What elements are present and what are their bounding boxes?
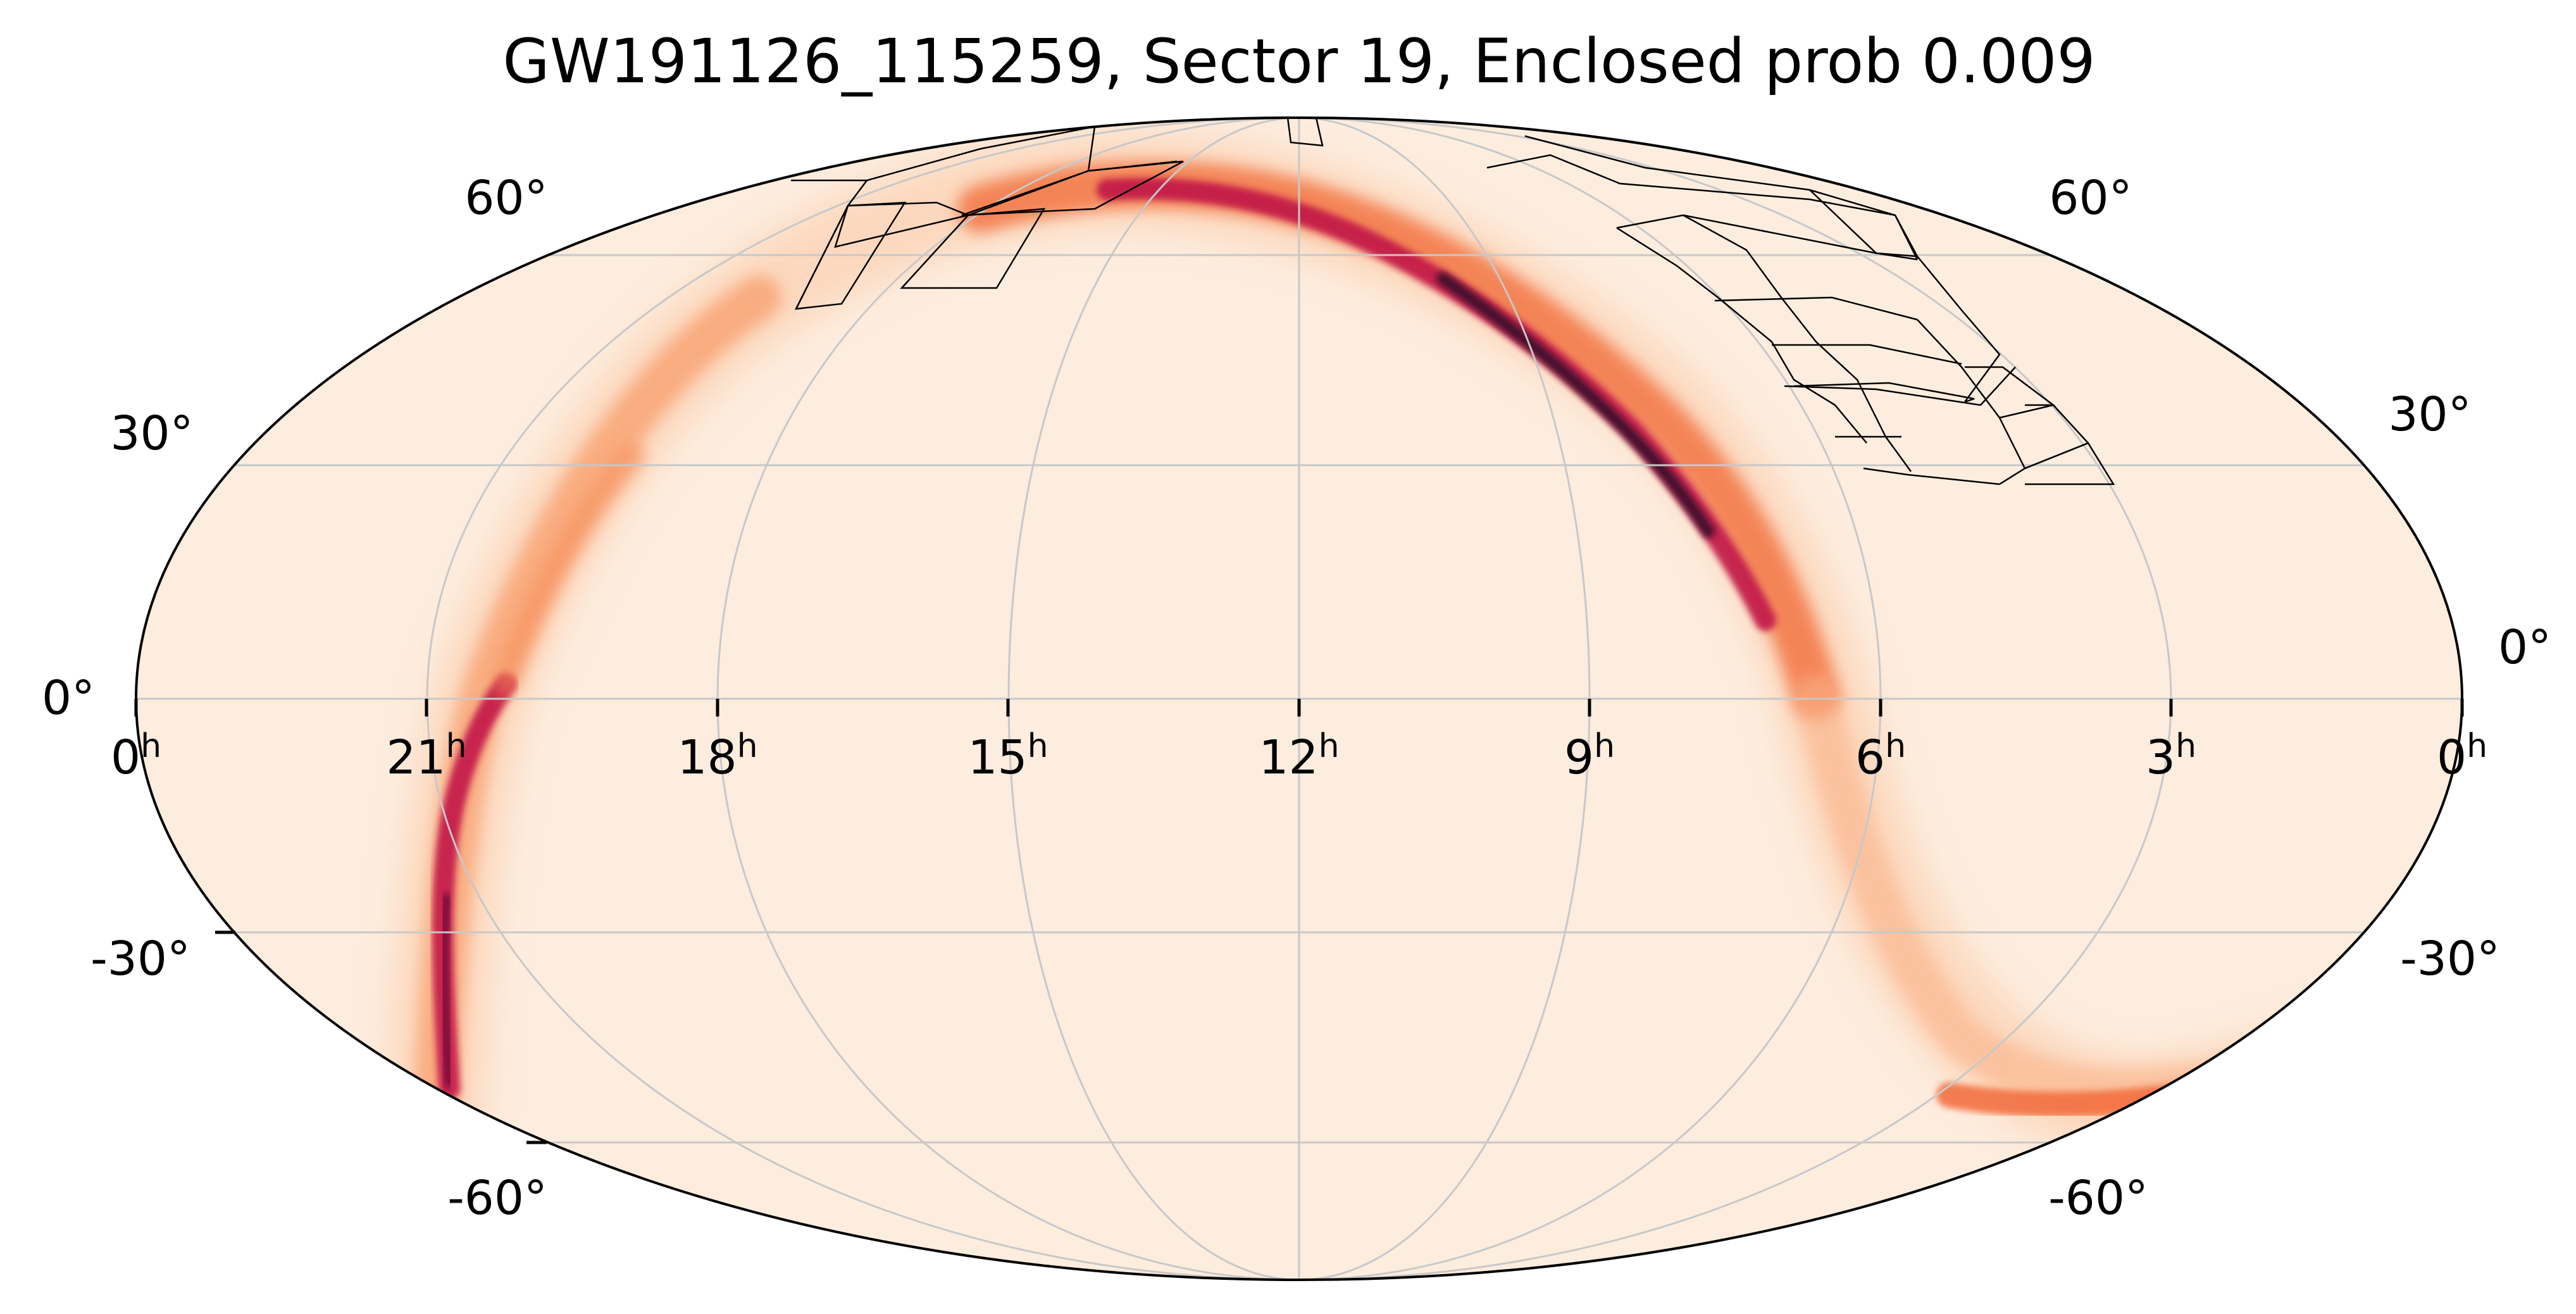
ra-tick-label-0h-right: 0h	[2437, 727, 2487, 785]
ccd-footprint	[834, 201, 971, 248]
ccd-footprint	[866, 125, 1096, 182]
ccd-footprint	[791, 179, 869, 310]
ccd-footprint	[1863, 467, 2000, 485]
ra-tick-labels: 0h 21h 18h 15h 12h 9h 6h 3h 0h	[111, 727, 2487, 785]
ra-tick-label-21h: 21h	[386, 727, 466, 785]
ccd-footprint	[1616, 227, 1867, 444]
dec-tick-label-60-left: 60°	[464, 171, 547, 225]
ra-tick-label-18h: 18h	[677, 727, 757, 785]
ccd-footprint	[1917, 256, 2001, 403]
ccd-footprint	[2024, 442, 2115, 485]
tess-footprints	[791, 117, 2115, 485]
ccd-footprint	[900, 208, 1046, 289]
ccd-footprint	[1965, 366, 2056, 406]
ccd-footprint	[968, 160, 1178, 216]
ccd-footprint	[1793, 382, 1975, 403]
dec-tick-label-minus60-right: -60°	[2048, 1171, 2148, 1225]
ccd-footprint	[1772, 344, 1962, 365]
dec-tick-label-0-left: 0°	[42, 671, 95, 725]
dec-tick-labels-left: 60° 30° 0° -30° -60°	[42, 171, 548, 1225]
plot-title: GW191126_115259, Sector 19, Enclosed pro…	[502, 26, 2095, 97]
ra-tick-label-15h: 15h	[968, 727, 1048, 785]
dec-tick-label-minus30-left: -30°	[90, 932, 190, 986]
ra-tick-label-3h: 3h	[2146, 727, 2196, 785]
dec-tick-label-30-right: 30°	[2388, 387, 2471, 442]
ra-tick-label-9h: 9h	[1564, 727, 1615, 785]
ccd-footprint	[1784, 385, 1981, 406]
dec-tick-label-minus30-right: -30°	[2400, 932, 2500, 986]
ccd-footprint	[1486, 154, 1810, 201]
ccd-footprint	[1616, 214, 1918, 261]
ccd-footprint	[1524, 135, 1810, 191]
ra-tick-label-12h: 12h	[1259, 727, 1339, 785]
ra-tick-marks	[134, 699, 2464, 1144]
dec-tick-labels-right: 60° 30° 0° -30° -60°	[2048, 171, 2551, 1225]
probability-core-peak	[1436, 272, 1715, 538]
ra-tick-label-6h: 6h	[1855, 727, 1906, 785]
ccd-footprint	[1714, 296, 1918, 321]
ra-tick-label-0h-left: 0h	[111, 727, 161, 785]
ccd-footprint	[1286, 117, 1324, 147]
dec-tick-label-60-right: 60°	[2049, 171, 2132, 225]
dec-tick-label-minus60-left: -60°	[447, 1171, 547, 1225]
probability-band-left-upper	[494, 443, 645, 696]
dec-tick-label-30-left: 30°	[110, 406, 193, 461]
ccd-footprint	[1809, 198, 1919, 260]
probability-core-left-peak	[438, 893, 455, 1088]
ccd-footprint	[1980, 366, 2016, 406]
dec-tick-label-0-right: 0°	[2498, 620, 2551, 675]
